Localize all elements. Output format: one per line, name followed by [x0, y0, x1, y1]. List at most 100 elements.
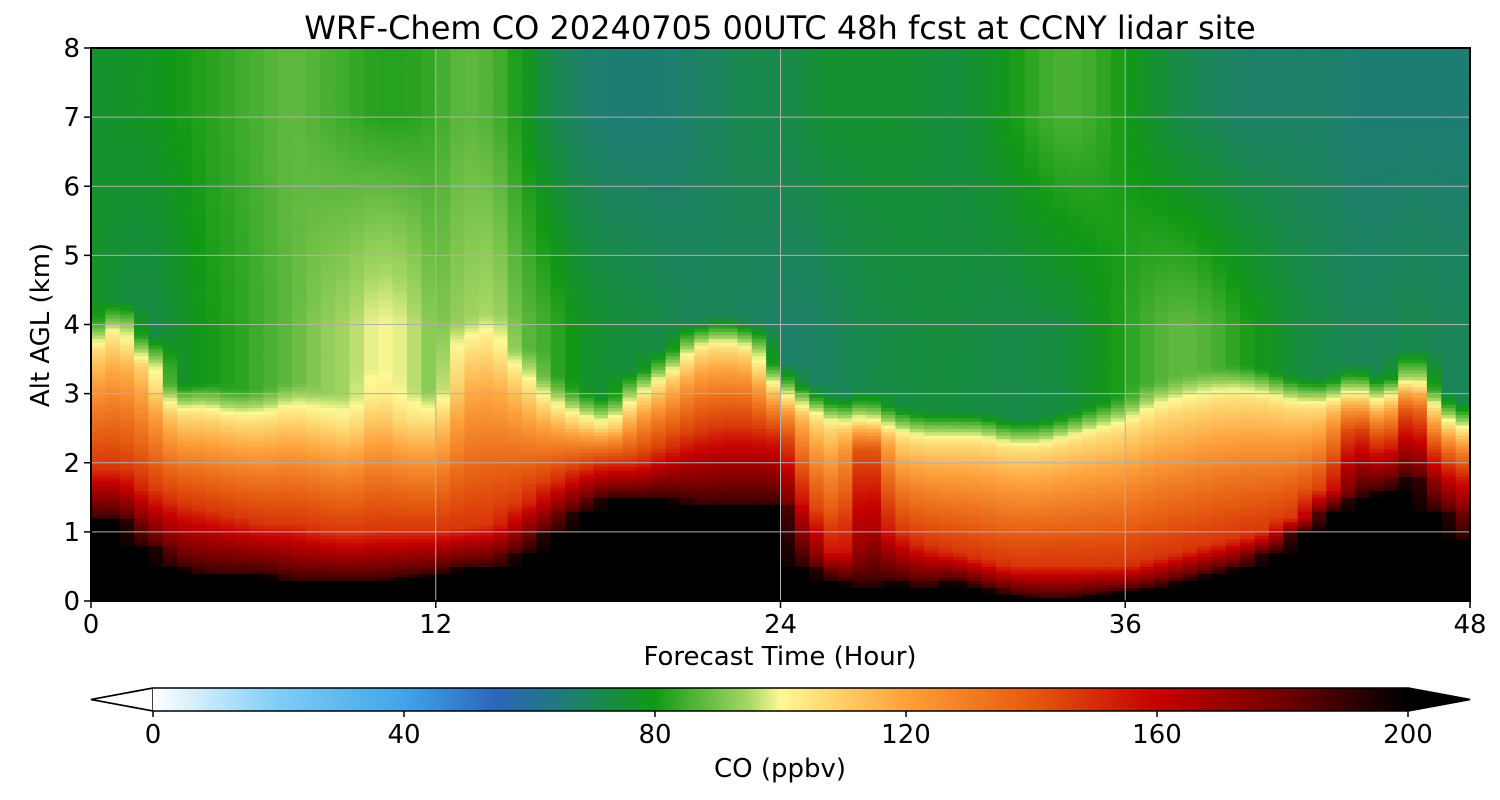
co-cell: [91, 355, 106, 360]
co-cell: [220, 255, 236, 260]
co-cell: [220, 296, 236, 301]
co-cell: [335, 500, 351, 505]
co-cell: [507, 576, 523, 581]
co-cell: [335, 428, 351, 433]
co-cell: [119, 569, 135, 574]
co-cell: [119, 518, 135, 523]
co-cell: [220, 206, 236, 212]
co-cell: [205, 345, 221, 350]
co-cell: [349, 189, 365, 194]
co-cell: [478, 120, 494, 125]
co-cell: [306, 269, 322, 274]
co-cell: [277, 369, 293, 374]
co-cell: [162, 334, 178, 339]
co-cell: [148, 265, 164, 270]
co-cell: [306, 162, 322, 167]
co-cell: [493, 590, 509, 595]
co-cell: [148, 241, 164, 246]
co-cell: [277, 514, 293, 519]
co-cell: [536, 583, 552, 588]
co-cell: [407, 545, 422, 550]
co-cell: [507, 331, 523, 336]
co-cell: [521, 79, 537, 84]
co-cell: [234, 341, 250, 346]
co-cell: [407, 587, 422, 592]
co-cell: [335, 165, 351, 170]
co-cell: [349, 435, 365, 440]
co-cell: [191, 445, 207, 450]
co-cell: [478, 231, 494, 236]
co-cell: [292, 490, 308, 495]
co-cell: [349, 120, 365, 125]
co-cell: [349, 68, 365, 73]
co-cell: [205, 155, 221, 160]
co-cell: [421, 397, 437, 402]
co-cell: [407, 200, 422, 205]
co-cell: [306, 331, 322, 336]
co-cell: [249, 545, 264, 550]
co-cell: [521, 587, 537, 592]
co-cell: [392, 438, 408, 443]
co-cell: [91, 262, 106, 267]
co-cell: [435, 469, 451, 474]
co-cell: [306, 562, 322, 568]
co-cell: [521, 445, 537, 450]
co-cell: [363, 452, 379, 457]
co-cell: [407, 338, 422, 343]
co-cell: [421, 334, 437, 339]
co-cell: [249, 421, 264, 426]
co-cell: [177, 365, 193, 371]
co-cell: [220, 175, 236, 180]
co-cell: [493, 99, 509, 104]
co-cell: [349, 417, 365, 422]
co-cell: [134, 141, 150, 146]
co-cell: [234, 137, 250, 142]
co-cell: [320, 296, 336, 301]
co-cell: [392, 283, 408, 288]
co-cell: [478, 359, 494, 364]
co-cell: [148, 504, 164, 509]
co-cell: [119, 386, 135, 391]
co-cell: [105, 545, 121, 550]
co-cell: [378, 251, 394, 256]
co-cell: [91, 54, 106, 59]
co-cell: [205, 466, 221, 471]
co-cell: [435, 531, 451, 536]
co-cell: [435, 258, 451, 263]
co-cell: [464, 162, 480, 167]
co-cell: [335, 583, 351, 588]
co-cell: [521, 448, 537, 453]
co-cell: [249, 590, 264, 595]
co-cell: [421, 355, 437, 360]
co-cell: [134, 120, 150, 125]
co-cell: [335, 86, 351, 91]
co-cell: [464, 289, 480, 294]
co-cell: [234, 141, 250, 146]
co-cell: [320, 220, 336, 225]
co-cell: [335, 279, 351, 284]
co-cell: [407, 82, 422, 87]
co-cell: [363, 293, 379, 298]
co-cell: [478, 168, 494, 174]
co-cell: [134, 303, 150, 308]
co-cell: [119, 224, 135, 229]
co-cell: [392, 514, 408, 519]
co-cell: [478, 134, 494, 139]
co-cell: [91, 296, 106, 301]
co-cell: [378, 486, 394, 491]
co-cell: [450, 486, 466, 491]
co-cell: [507, 110, 523, 115]
co-cell: [263, 334, 279, 339]
co-cell: [407, 504, 422, 509]
co-cell: [292, 355, 308, 360]
co-cell: [363, 68, 379, 73]
co-cell: [105, 289, 121, 294]
co-cell: [493, 400, 509, 405]
co-cell: [191, 186, 207, 191]
co-cell: [320, 372, 336, 377]
co-cell: [421, 486, 437, 491]
co-cell: [320, 231, 336, 236]
co-cell: [450, 276, 466, 281]
co-cell: [292, 556, 308, 561]
co-cell: [263, 528, 279, 533]
